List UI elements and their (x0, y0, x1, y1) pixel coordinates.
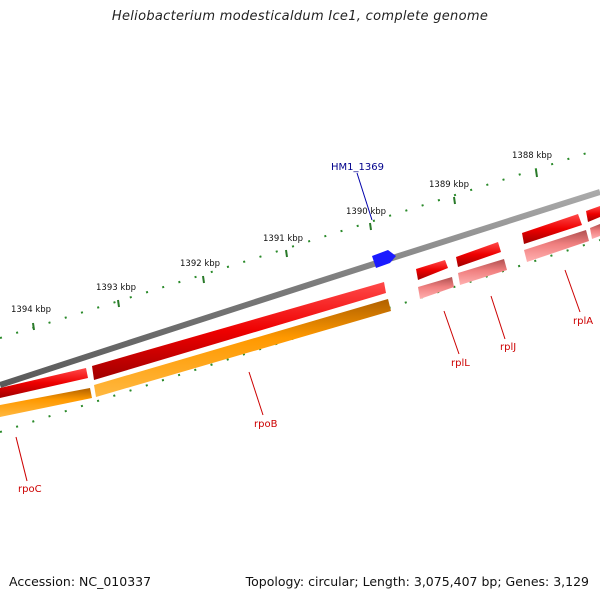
second-track-genes (0, 224, 600, 417)
gene-next-forward (586, 206, 600, 222)
outer-tick-track (0, 151, 591, 339)
major-ticks-outer (32, 169, 538, 331)
scale-label-1394: 1394 kbp (11, 305, 51, 315)
gene-rpoB-forward (92, 282, 386, 380)
gene-rplJ-forward (456, 242, 501, 267)
scale-label-1390: 1390 kbp (346, 207, 386, 217)
gene-rplL-forward (416, 260, 448, 280)
genome-backbone (0, 189, 600, 388)
gene-rplA-forward (522, 214, 582, 244)
inner-tick-track (0, 239, 600, 433)
map-title: Heliobacterium modesticaldum Ice1, compl… (111, 9, 489, 24)
scale-label-1388: 1388 kbp (512, 151, 552, 161)
gene-HM1_1369 (372, 250, 396, 268)
scale-label-1391: 1391 kbp (263, 234, 303, 244)
leader-HM1_1369 (356, 172, 373, 221)
gene-label-rpoC: rpoC (18, 484, 42, 495)
gene-label-rpoB: rpoB (254, 419, 278, 430)
leader-rplL (443, 310, 460, 355)
leader-rpoB (248, 371, 264, 416)
accession-text: Accession: NC_010337 (9, 574, 152, 589)
leader-rplJ (490, 295, 506, 340)
leader-rpoC (15, 436, 28, 482)
gene-next-track2 (590, 224, 600, 239)
forward-strand-genes (0, 206, 600, 398)
gene-label-HM1_1369: HM1_1369 (331, 162, 384, 173)
gene-rplL-track2 (418, 277, 454, 299)
scale-label-1389: 1389 kbp (429, 180, 469, 190)
scale-label-1393: 1393 kbp (96, 283, 136, 293)
gene-rpoC-forward (0, 368, 88, 398)
gene-rplJ-track2 (458, 259, 507, 285)
gene-label-rplA: rplA (573, 316, 593, 327)
leader-rplA (564, 269, 581, 313)
gene-label-rplL: rplL (451, 358, 470, 369)
gene-rpoB-track2 (94, 299, 391, 397)
gene-rpoC-track2 (0, 388, 92, 417)
scale-label-1392: 1392 kbp (180, 259, 220, 269)
gene-rplA-track2 (524, 230, 589, 262)
summary-text: Topology: circular; Length: 3,075,407 bp… (245, 574, 589, 589)
gene-label-rplJ: rplJ (500, 342, 516, 353)
